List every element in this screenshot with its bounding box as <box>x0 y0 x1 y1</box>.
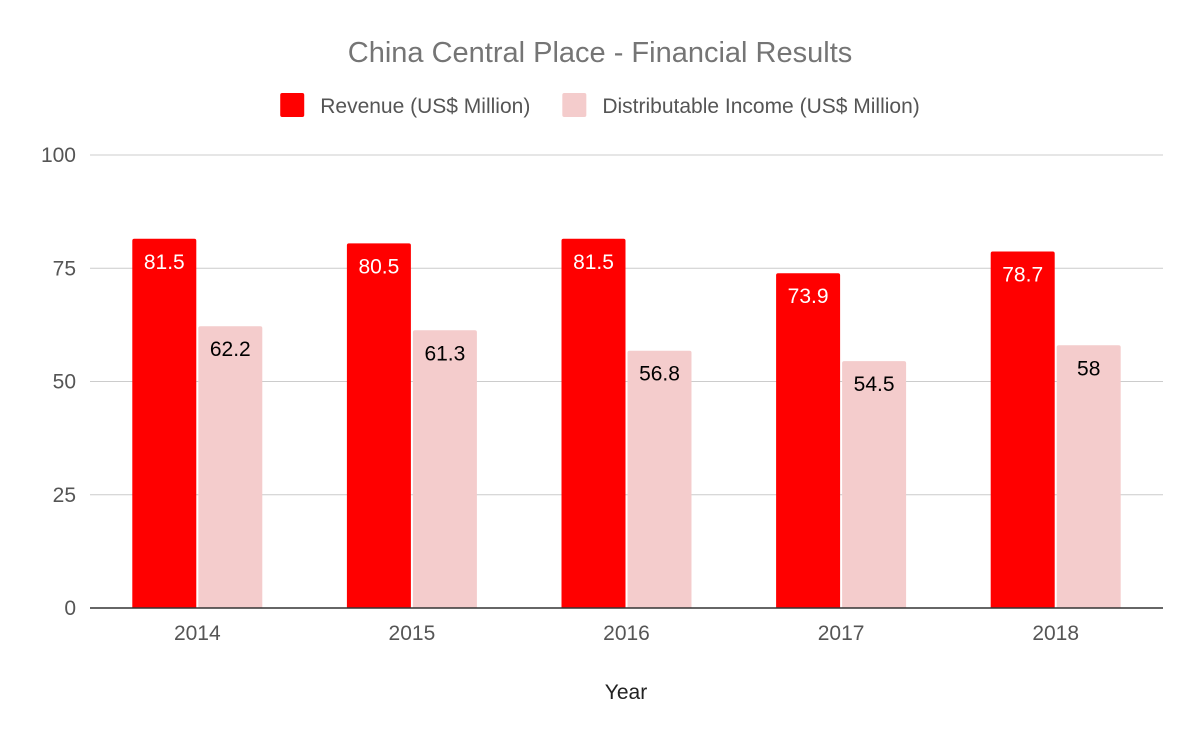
x-axis-title: Year <box>605 681 647 704</box>
x-axis-ticks: 2014 2015 2016 2017 2018 <box>174 622 1079 645</box>
bar-distributable-income-2015 <box>412 330 477 608</box>
bar-data-label: 73.9 <box>788 285 829 308</box>
bar-distributable-income-2017 <box>842 361 907 608</box>
legend-swatch <box>562 93 587 117</box>
bar-revenue-2014 <box>132 238 197 608</box>
bar-revenue-2016 <box>561 238 626 608</box>
legend-label: Revenue (US$ Million) <box>320 95 530 118</box>
x-tick-label: 2015 <box>389 622 436 645</box>
bar-distributable-income-2016 <box>627 350 692 608</box>
bar-data-label: 56.8 <box>639 363 680 386</box>
bars: 81.5 62.2 80.5 61.3 81.5 56.8 73.9 54.5 78.7 58 <box>90 238 1163 609</box>
bar-data-label: 81.5 <box>573 251 614 274</box>
bar-data-label: 58 <box>1077 357 1100 380</box>
legend-swatch <box>280 93 305 117</box>
bar-data-label: 62.2 <box>210 338 251 361</box>
bar-data-label: 61.3 <box>424 342 465 365</box>
y-tick-label: 75 <box>53 257 76 280</box>
x-tick-label: 2014 <box>174 622 221 645</box>
bar-revenue-2018 <box>990 251 1055 608</box>
y-tick-label: 50 <box>53 371 76 394</box>
bar-data-label: 80.5 <box>358 255 399 278</box>
bar-revenue-2017 <box>776 273 841 608</box>
bar-distributable-income-2014 <box>198 326 263 608</box>
y-tick-label: 25 <box>53 484 76 507</box>
legend-item: Revenue (US$ Million) <box>280 93 530 118</box>
y-tick-label: 100 <box>41 144 76 167</box>
y-axis-ticks: 0 25 50 75 100 <box>41 144 76 620</box>
bar-data-label: 54.5 <box>854 373 895 396</box>
legend: Revenue (US$ Million) Distributable Incom… <box>280 93 920 118</box>
bar-data-label: 78.7 <box>1002 263 1043 286</box>
y-tick-label: 0 <box>64 597 76 620</box>
x-tick-label: 2016 <box>603 622 650 645</box>
bar-data-label: 81.5 <box>144 251 185 274</box>
bar-revenue-2015 <box>346 243 411 608</box>
bar-distributable-income-2018 <box>1056 345 1121 608</box>
x-tick-label: 2017 <box>818 622 865 645</box>
x-tick-label: 2018 <box>1032 622 1079 645</box>
gridlines <box>90 154 1163 496</box>
legend-label: Distributable Income (US$ Million) <box>602 95 919 118</box>
chart-title: China Central Place - Financial Results <box>348 37 853 69</box>
legend-item: Distributable Income (US$ Million) <box>562 93 920 118</box>
